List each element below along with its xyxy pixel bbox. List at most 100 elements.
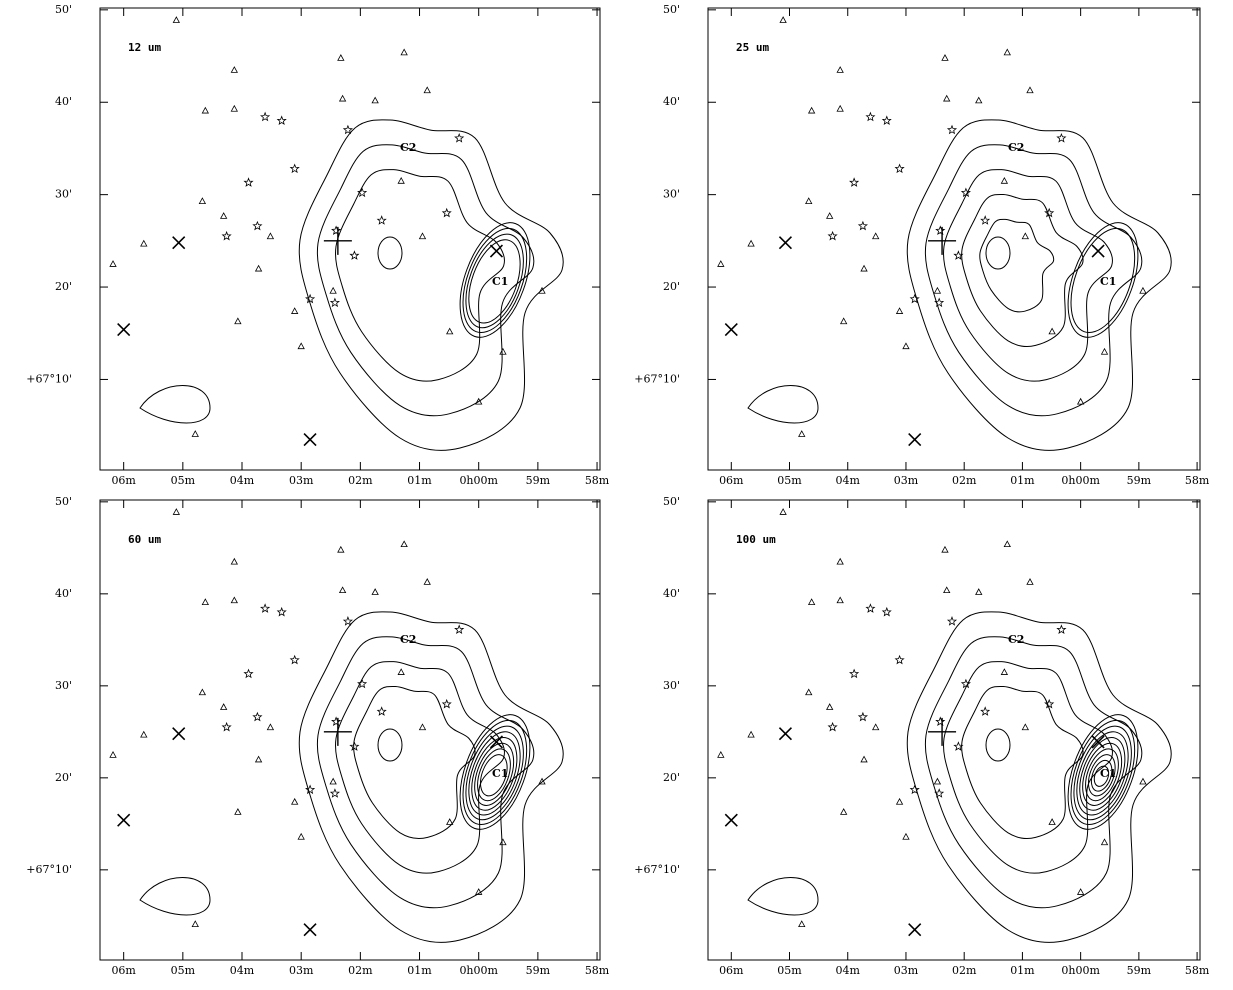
- y-tick-label: 40': [55, 95, 72, 108]
- plot-frame: [99, 499, 601, 961]
- contour: [377, 728, 403, 762]
- x-tick-label: 05m: [171, 964, 196, 977]
- marker-triangle: [254, 755, 263, 763]
- marker-plus: [928, 717, 957, 746]
- marker-star: [827, 230, 838, 241]
- marker-triangle: [397, 176, 405, 184]
- marker-star: [1044, 698, 1055, 709]
- contour: [474, 742, 515, 806]
- marker-star: [980, 706, 991, 716]
- x-tick-label: 02m: [952, 474, 977, 487]
- marker-triangle: [933, 286, 942, 294]
- marker-triangle: [975, 96, 983, 104]
- marker-x: [908, 923, 922, 937]
- marker-triangle: [1026, 578, 1034, 585]
- marker-triangle: [747, 730, 755, 738]
- marker-triangle: [836, 596, 844, 604]
- contour: [747, 385, 819, 424]
- marker-triangle: [1026, 86, 1034, 94]
- marker-star: [935, 716, 946, 727]
- contour: [298, 119, 564, 451]
- marker-triangle: [191, 920, 199, 928]
- y-tick-label: +67°10': [634, 863, 680, 876]
- contour: [298, 611, 564, 943]
- marker-star: [909, 293, 920, 304]
- marker-triangle: [337, 545, 345, 553]
- contour: [924, 144, 1143, 417]
- marker-star: [252, 220, 263, 231]
- contour: [468, 731, 521, 816]
- contour: [139, 385, 211, 424]
- marker-triangle: [499, 838, 507, 846]
- marker-triangle: [230, 596, 238, 604]
- marker-triangle: [902, 342, 910, 350]
- contour: [906, 119, 1172, 451]
- marker-triangle: [805, 197, 813, 205]
- annotation: C1: [492, 767, 508, 780]
- annotation: C1: [1100, 275, 1116, 288]
- marker-triangle: [109, 260, 117, 267]
- marker-star: [329, 297, 340, 308]
- marker-x: [908, 432, 922, 447]
- marker-triangle: [266, 723, 275, 731]
- annotation: C2: [1008, 141, 1024, 154]
- marker-triangle: [836, 557, 844, 565]
- marker-triangle: [943, 94, 951, 102]
- x-tick-label: 06m: [719, 474, 744, 487]
- marker-triangle: [1100, 347, 1109, 355]
- contour: [462, 227, 528, 334]
- contour: [961, 193, 1084, 347]
- marker-triangle: [717, 751, 725, 758]
- marker-star: [305, 784, 316, 795]
- x-tick-label: 58m: [1185, 474, 1210, 487]
- marker-triangle: [418, 723, 427, 731]
- marker-x: [1091, 244, 1105, 258]
- marker-triangle: [329, 777, 337, 785]
- marker-triangle: [807, 106, 816, 114]
- marker-triangle: [397, 668, 405, 675]
- marker-triangle: [807, 598, 816, 606]
- marker-triangle: [140, 239, 148, 247]
- marker-triangle: [538, 777, 546, 785]
- marker-triangle: [836, 66, 844, 73]
- x-tick-label: 0h00m: [459, 964, 498, 977]
- contour: [1070, 227, 1136, 334]
- marker-triangle: [337, 54, 345, 61]
- marker-triangle: [941, 545, 949, 553]
- contour: [1073, 725, 1132, 821]
- y-tick-label: 50': [55, 495, 72, 508]
- marker-triangle: [230, 66, 238, 73]
- contour: [1079, 737, 1126, 811]
- x-tick-label: 05m: [171, 474, 196, 487]
- marker-triangle: [191, 430, 199, 437]
- marker-triangle: [140, 730, 148, 738]
- panel-title: 12 um: [128, 41, 161, 54]
- marker-triangle: [860, 264, 868, 272]
- contour: [1087, 754, 1116, 797]
- marker-triangle: [475, 397, 483, 405]
- annotation: C2: [400, 633, 416, 646]
- marker-triangle: [219, 703, 228, 710]
- marker-triangle: [198, 197, 207, 205]
- marker-triangle: [297, 342, 305, 350]
- marker-triangle: [198, 688, 207, 696]
- marker-triangle: [371, 588, 379, 595]
- marker-star: [946, 616, 958, 626]
- marker-triangle: [201, 106, 209, 114]
- contour: [1067, 222, 1139, 338]
- marker-x: [489, 735, 504, 749]
- x-tick-label: 04m: [230, 474, 255, 487]
- y-tick-label: 40': [663, 587, 680, 600]
- contour: [468, 239, 521, 324]
- marker-star: [857, 220, 868, 231]
- marker-triangle: [779, 16, 787, 23]
- x-tick-label: 01m: [1010, 964, 1035, 977]
- x-tick-label: 58m: [1185, 964, 1210, 977]
- marker-star: [252, 711, 263, 722]
- marker-star: [342, 616, 353, 626]
- y-tick-label: 50': [663, 3, 680, 16]
- marker-triangle: [860, 755, 868, 763]
- marker-plus: [928, 226, 957, 255]
- x-tick-label: 05m: [777, 964, 802, 977]
- contour: [139, 877, 211, 916]
